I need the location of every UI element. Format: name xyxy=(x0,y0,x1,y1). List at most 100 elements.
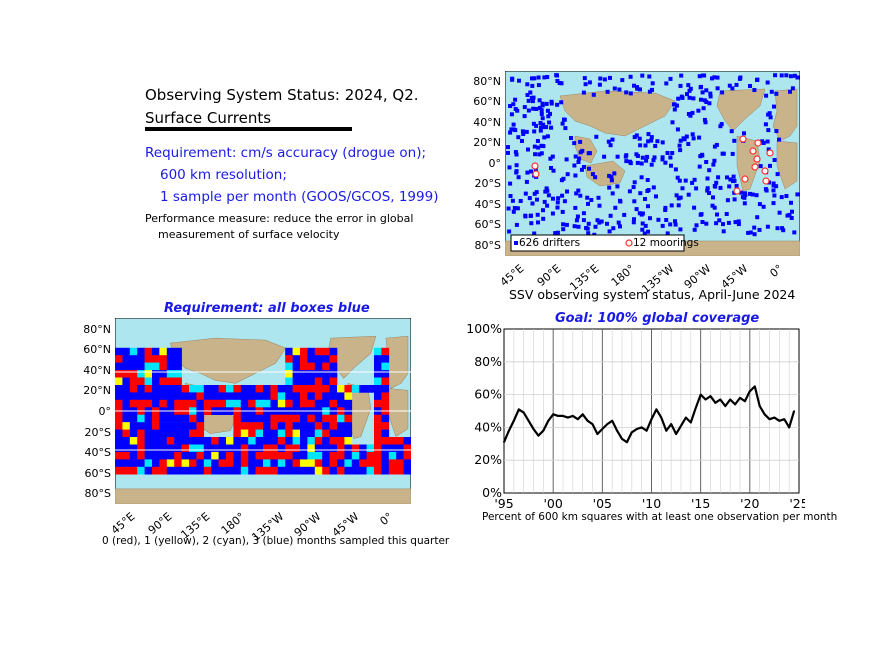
coverage-box xyxy=(351,385,360,393)
coverage-box xyxy=(144,392,153,401)
coverage-box xyxy=(285,385,293,393)
drifter-marker xyxy=(725,175,729,180)
coverage-box xyxy=(381,370,390,378)
coverage-box xyxy=(292,362,301,371)
drifter-marker xyxy=(549,101,554,106)
mooring-marker xyxy=(766,149,774,157)
coverage-box xyxy=(344,459,353,468)
drifter-marker xyxy=(643,197,647,201)
drifter-marker xyxy=(678,195,683,200)
drifter-marker xyxy=(768,163,772,168)
coverage-box xyxy=(218,385,227,393)
drifter-marker xyxy=(525,93,530,97)
drifter-marker xyxy=(628,74,633,79)
drifter-marker xyxy=(607,185,612,190)
drifter-marker xyxy=(761,204,766,209)
drifter-marker xyxy=(526,98,531,103)
drifter-marker xyxy=(700,153,705,158)
drifter-marker xyxy=(712,184,717,188)
coverage-box xyxy=(129,459,138,468)
continent-shape xyxy=(584,160,626,187)
drifter-marker xyxy=(587,166,591,171)
drifter-marker xyxy=(680,186,685,191)
coverage-box xyxy=(255,466,264,475)
coverage-box xyxy=(129,362,138,371)
drifter-marker xyxy=(539,143,544,148)
coverage-box xyxy=(255,399,264,408)
coverage-box xyxy=(159,451,168,460)
coverage-box xyxy=(270,451,279,460)
drifter-marker xyxy=(673,167,678,172)
data-point xyxy=(616,429,618,432)
drifter-marker xyxy=(545,75,550,79)
drifter-marker xyxy=(690,180,695,185)
coverage-box xyxy=(307,466,316,475)
drifter-marker xyxy=(755,78,759,82)
drifter-marker xyxy=(766,112,771,117)
drifter-marker xyxy=(514,163,519,168)
drifter-marker xyxy=(748,84,752,88)
drifter-marker xyxy=(590,172,595,177)
drifter-marker xyxy=(586,221,591,226)
coverage-box xyxy=(322,385,330,393)
coverage-box xyxy=(322,422,330,430)
coverage-box xyxy=(159,459,168,468)
coverage-box xyxy=(196,444,205,453)
drifter-marker xyxy=(752,88,757,92)
mooring-marker xyxy=(741,175,749,183)
drifter-marker xyxy=(731,179,735,184)
drifter-marker xyxy=(634,152,639,157)
drifter-marker xyxy=(652,155,657,160)
drifter-marker xyxy=(544,101,549,106)
continent-shape xyxy=(559,90,676,137)
drifter-marker xyxy=(628,159,633,164)
drifter-marker xyxy=(691,96,696,101)
coverage-box xyxy=(129,414,138,423)
drifter-marker xyxy=(768,115,773,120)
coverage-box xyxy=(152,451,160,460)
coverage-box xyxy=(211,399,219,408)
coverage-box xyxy=(314,377,323,386)
drifter-marker xyxy=(707,191,711,195)
coverage-box xyxy=(159,362,168,371)
coverage-box xyxy=(122,385,131,393)
drifter-marker xyxy=(732,138,737,143)
data-point xyxy=(527,420,530,422)
coverage-box xyxy=(322,392,330,401)
drifter-marker xyxy=(513,97,518,102)
coverage-box xyxy=(189,451,197,460)
drifter-marker xyxy=(561,227,566,232)
drifter-marker xyxy=(610,191,615,196)
coverage-box xyxy=(359,444,367,453)
drifter-marker xyxy=(699,84,703,89)
coverage-box xyxy=(388,437,397,445)
map1-lat-tick: 0° xyxy=(488,157,502,170)
drifter-marker xyxy=(650,81,655,86)
drifter-marker xyxy=(587,80,592,85)
coverage-box xyxy=(329,422,338,430)
coverage-box xyxy=(137,347,145,356)
drifter-marker xyxy=(518,199,523,203)
coverage-box xyxy=(359,451,367,460)
coverage-box xyxy=(181,459,190,468)
coverage-box xyxy=(115,459,123,468)
mooring-marker xyxy=(753,155,761,163)
drifter-marker xyxy=(573,205,578,210)
coverage-box xyxy=(189,459,197,468)
coverage-box xyxy=(351,444,360,453)
drifter-marker xyxy=(640,227,645,232)
coverage-box xyxy=(300,370,308,378)
drifter-marker xyxy=(639,175,644,180)
data-point xyxy=(591,423,594,425)
coverage-box xyxy=(226,451,234,460)
coverage-box xyxy=(337,385,345,393)
map2-lat-tick: 60°N xyxy=(83,343,111,356)
coverage-box xyxy=(159,414,168,423)
coverage-box xyxy=(226,392,234,401)
coverage-box xyxy=(307,377,316,386)
coverage-box xyxy=(166,414,175,423)
coverage-box xyxy=(115,347,123,356)
coverage-box xyxy=(189,429,197,438)
coverage-box xyxy=(374,370,382,378)
coverage-box xyxy=(189,444,197,453)
